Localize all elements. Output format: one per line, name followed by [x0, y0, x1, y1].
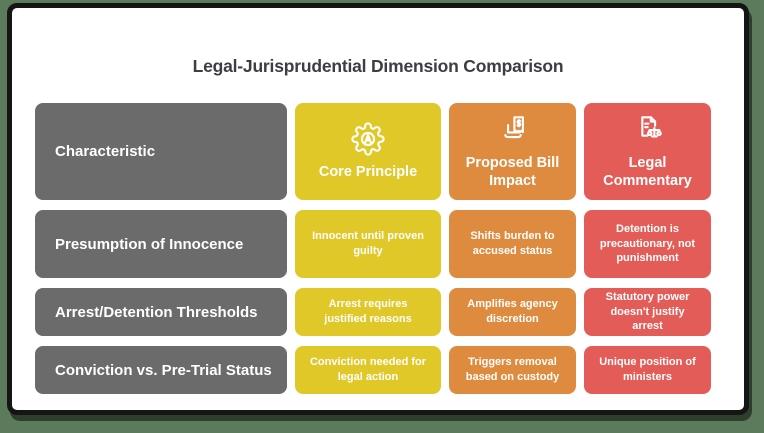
row-label-presumption-of-innocence: Presumption of Innocence — [35, 210, 287, 278]
column-header-legal-commentary: Legal Commentary — [584, 103, 711, 200]
table-cell: Amplifies agency discretion — [449, 288, 576, 336]
column-header-proposed-bill-impact: Proposed Bill Impact — [449, 103, 576, 200]
row-label-conviction-vs-pretrial-status: Conviction vs. Pre-Trial Status — [35, 346, 287, 394]
table-cell: Arrest requires justified reasons — [295, 288, 441, 336]
column-header-label: Core Principle — [318, 163, 418, 180]
document-scales-icon — [631, 113, 665, 147]
column-header-label: Proposed Bill Impact — [465, 154, 560, 189]
table-cell: Innocent until proven guilty — [295, 210, 441, 278]
table-cell: Conviction needed for legal action — [295, 346, 441, 394]
table-cell: Shifts burden to accused status — [449, 210, 576, 278]
table-cell: Statutory power doesn't justify arrest — [584, 288, 711, 336]
laptop-bill-icon — [496, 113, 530, 147]
table-cell: Unique position of ministers — [584, 346, 711, 394]
column-header-core-principle: Core Principle — [295, 103, 441, 200]
comparison-table: Characteristic Core Principle — [35, 103, 711, 394]
column-header-label: Legal Commentary — [603, 154, 692, 189]
table-cell: Triggers removal based on custody — [449, 346, 576, 394]
row-label-arrest-detention-thresholds: Arrest/Detention Thresholds — [35, 288, 287, 336]
column-header-characteristic: Characteristic — [35, 103, 287, 200]
slide-card: Legal-Jurisprudential Dimension Comparis… — [7, 3, 749, 415]
page-title: Legal-Jurisprudential Dimension Comparis… — [192, 56, 564, 76]
table-cell: Detention is precautionary, not punishme… — [584, 210, 711, 278]
gear-compass-icon — [351, 122, 385, 156]
